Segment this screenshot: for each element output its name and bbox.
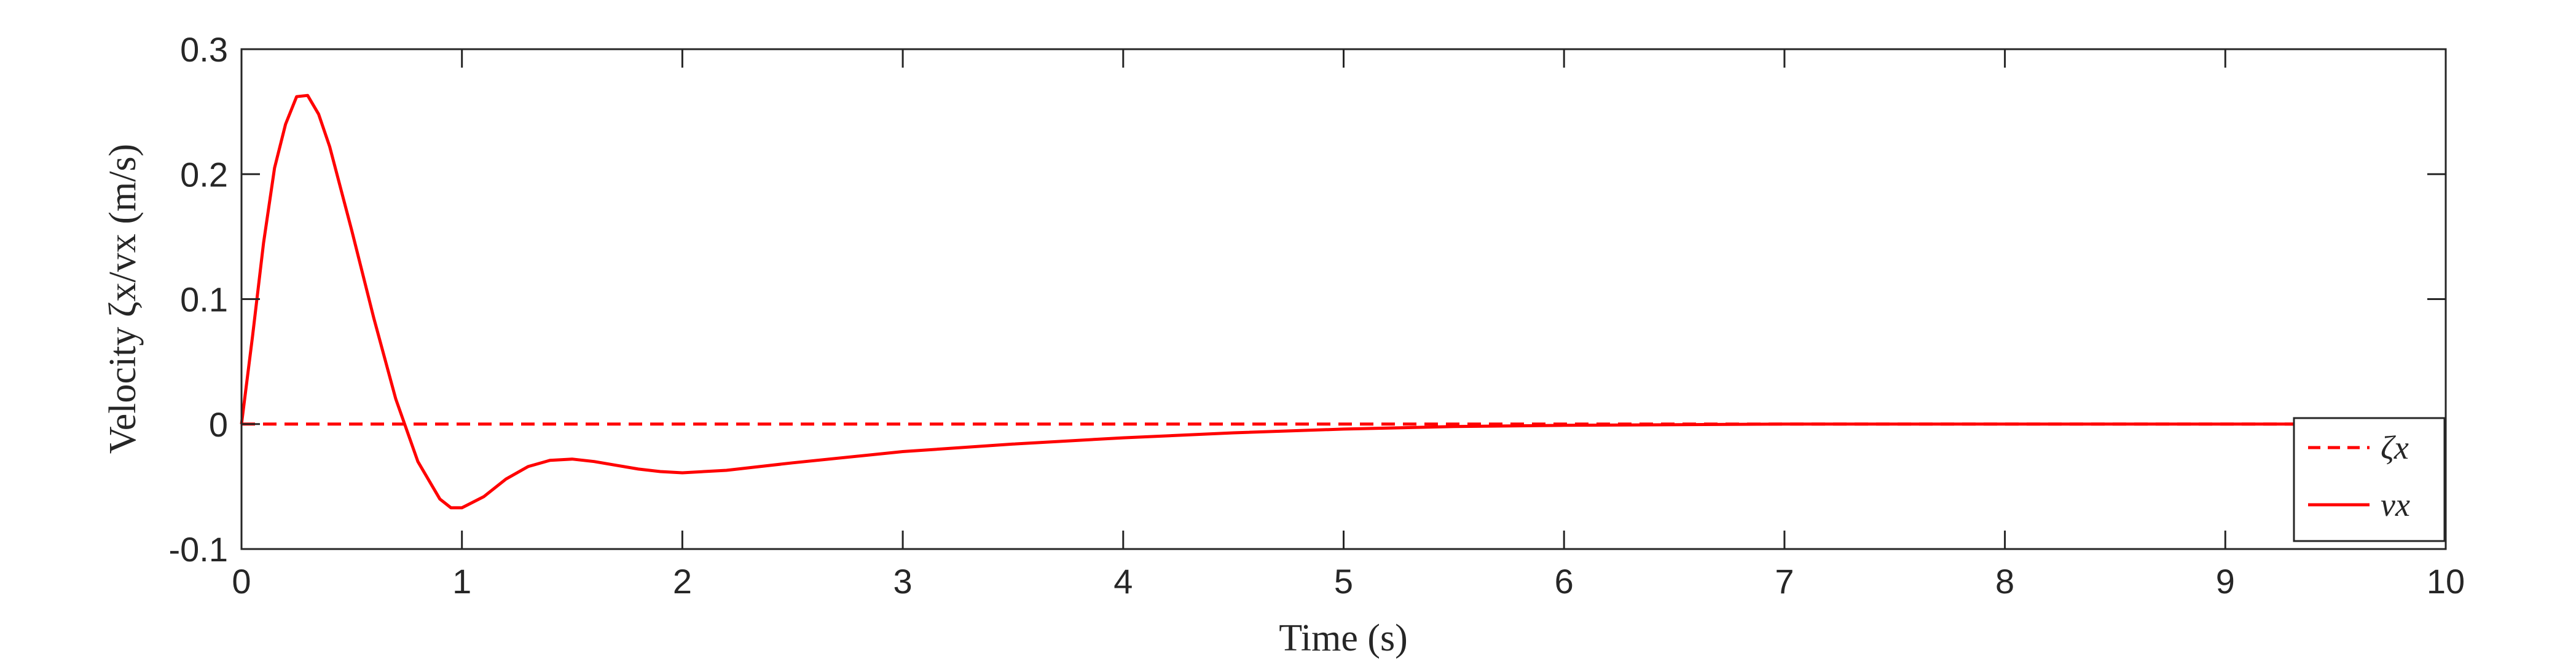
x-tick-label: 7 bbox=[1775, 562, 1794, 601]
x-tick-label: 5 bbox=[1334, 562, 1353, 601]
series-line-v-x bbox=[240, 93, 2446, 510]
y-axis-label: Velocity ζx/vx (m/s) bbox=[102, 144, 144, 454]
legend-label-v-x: vx bbox=[2381, 486, 2410, 523]
x-tick-label: 3 bbox=[893, 562, 913, 601]
legend-box bbox=[2293, 417, 2446, 542]
legend-label-zeta-x: ζx bbox=[2381, 429, 2409, 466]
plot-background bbox=[242, 49, 2446, 549]
x-tick-label: 10 bbox=[2427, 562, 2465, 601]
y-tick-label: 0.3 bbox=[180, 30, 228, 69]
x-tick-label: 9 bbox=[2216, 562, 2235, 601]
legend: ζx vx bbox=[2293, 417, 2446, 542]
y-tick-label: -0.1 bbox=[169, 530, 229, 569]
x-tick-label: 2 bbox=[673, 562, 692, 601]
data-series-group bbox=[240, 93, 2446, 510]
y-tick-label: 0.2 bbox=[180, 155, 228, 194]
x-tick-label: 4 bbox=[1113, 562, 1133, 601]
x-tick-label: 8 bbox=[1995, 562, 2014, 601]
x-tick-label: 0 bbox=[232, 562, 251, 601]
y-tick-label: 0 bbox=[209, 405, 228, 444]
y-tick-label: 0.1 bbox=[180, 280, 228, 319]
x-tick-label: 1 bbox=[452, 562, 471, 601]
x-tick-label: 6 bbox=[1555, 562, 1574, 601]
x-axis-label: Time (s) bbox=[1279, 617, 1408, 659]
